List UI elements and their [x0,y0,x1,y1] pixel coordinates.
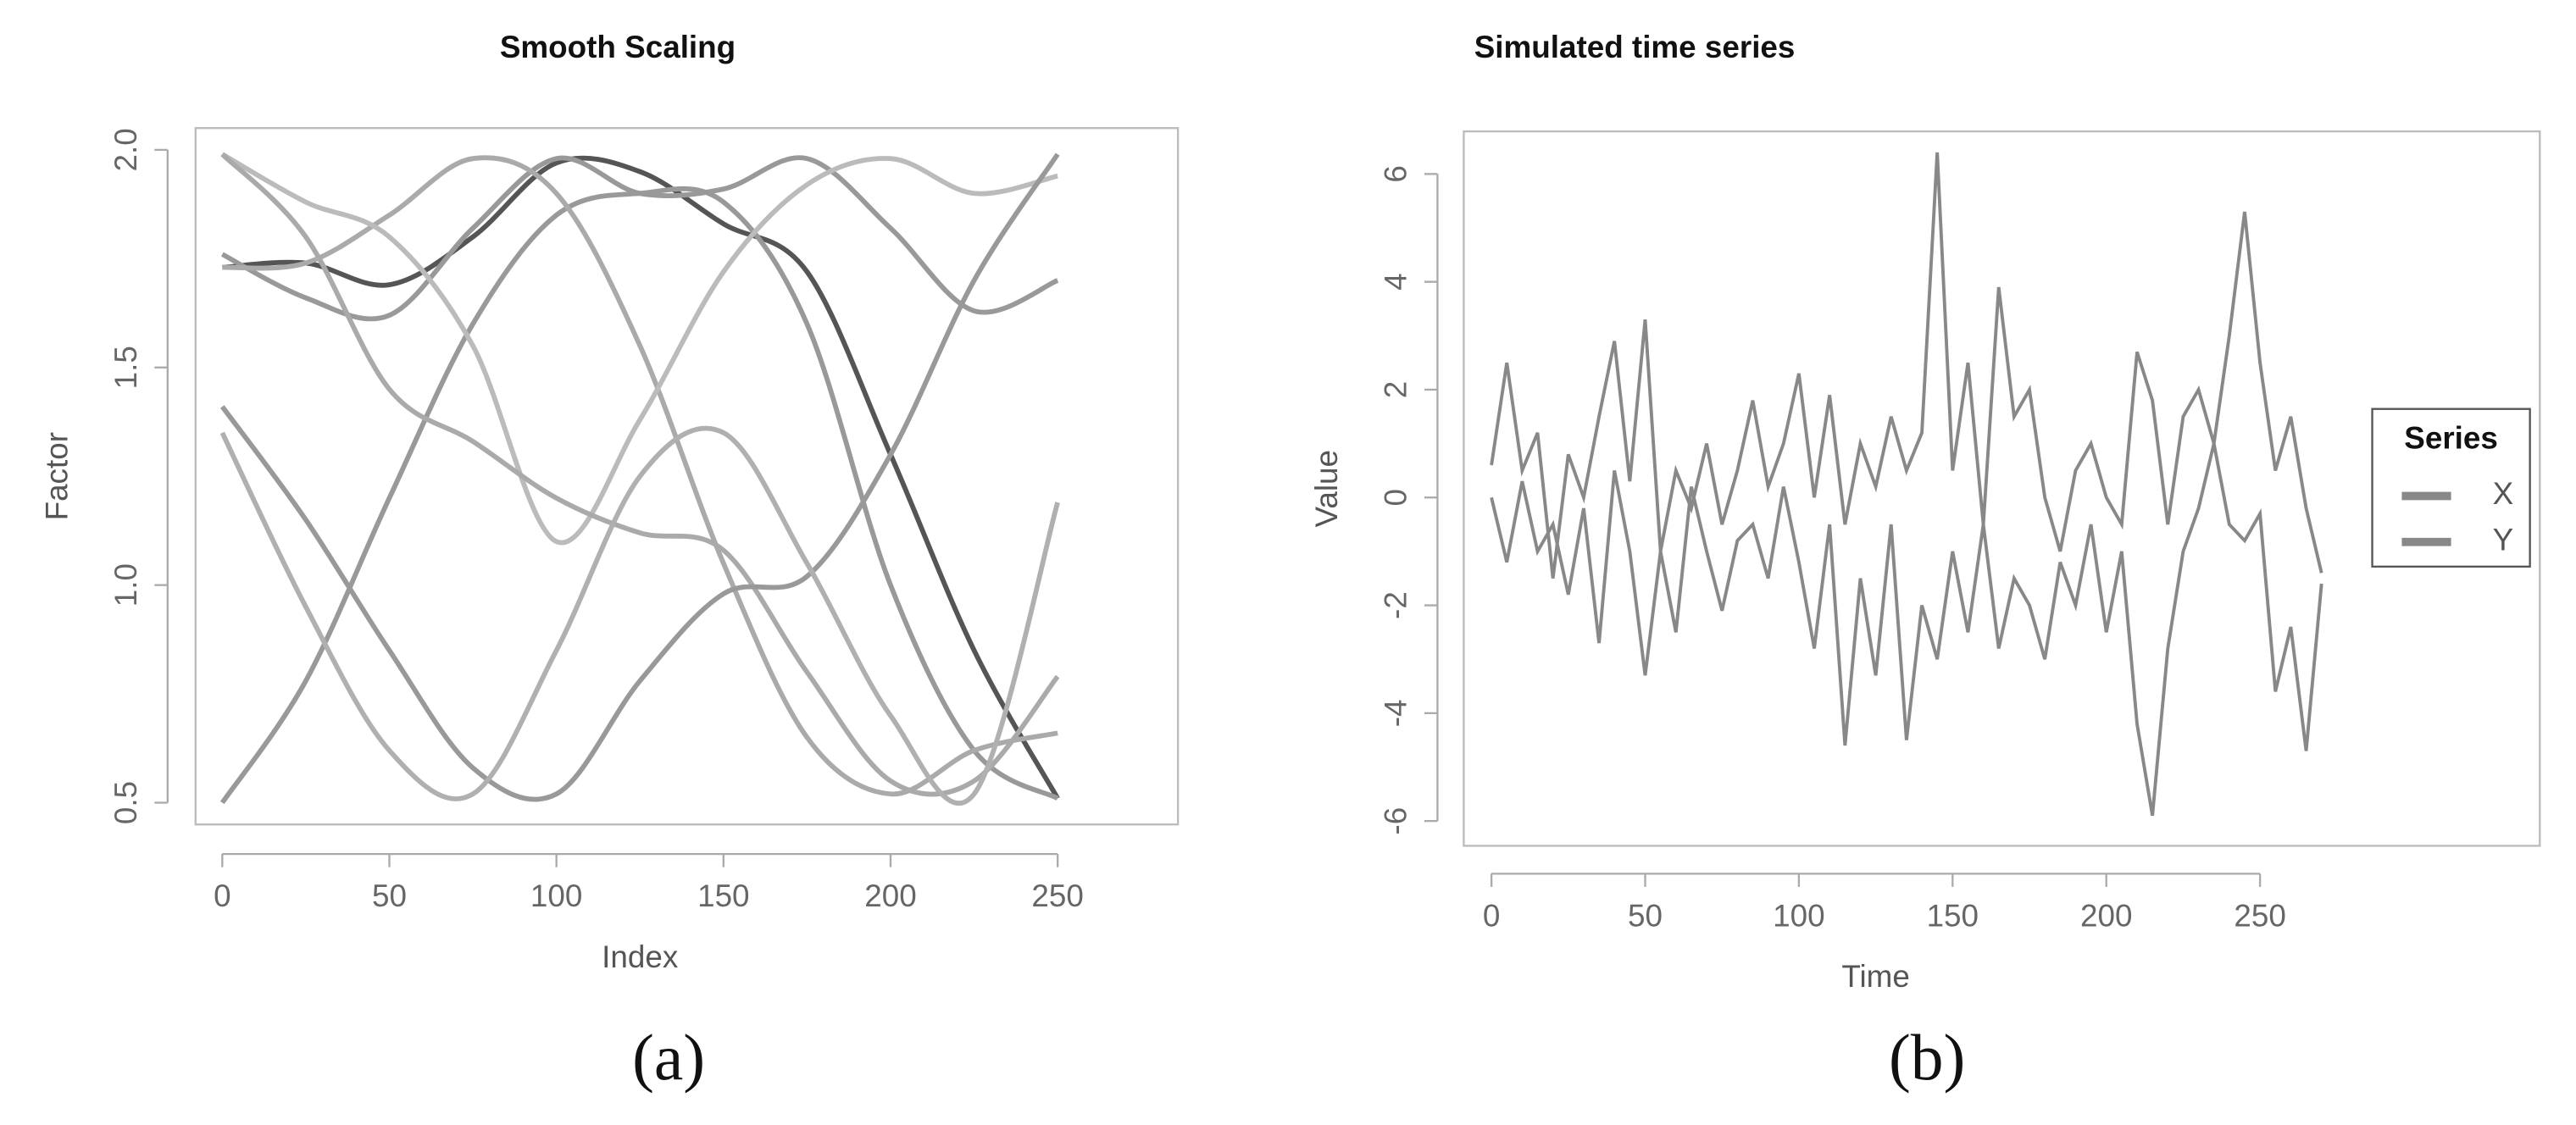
x-tick-label: 100 [530,878,582,913]
y-tick-label: 4 [1379,273,1413,290]
x-axis-label: Index [602,939,679,974]
x-axis-label: Time [1841,959,1909,994]
y-tick-label: 0.5 [108,781,143,824]
series-line [219,425,1060,806]
series-line [222,155,1060,800]
y-tick-label: -4 [1379,699,1413,727]
x-tick-label: 150 [697,878,749,913]
x-tick-label: 200 [864,878,916,913]
chart-title: Simulated time series [1474,30,1796,64]
legend-label: X [2493,476,2514,511]
x-tick-label: 0 [1483,898,1500,933]
caption: (b) [1889,1021,1965,1094]
x-tick-label: 50 [1628,898,1663,933]
x-tick-label: 50 [372,878,407,913]
x-tick-label: 0 [214,878,230,913]
x-tick-label: 150 [1927,898,1979,933]
y-axis-label: Value [1309,450,1344,527]
y-tick-label: -2 [1379,591,1413,619]
chart-title: Smooth Scaling [500,30,736,64]
series-line [1490,443,2323,817]
series-line [1490,152,2323,579]
series-line [220,155,1059,322]
y-tick-label: 2 [1379,381,1413,398]
caption: (a) [632,1021,705,1094]
series-line [219,152,1060,802]
series-line [220,152,1060,797]
y-tick-label: 1.5 [108,346,143,389]
legend-label: Y [2493,523,2514,557]
x-tick-label: 250 [1031,878,1083,913]
plot-frame [1463,130,2541,847]
x-tick-label: 100 [1773,898,1824,933]
x-tick-label: 200 [2080,898,2132,933]
y-tick-label: 1.0 [108,563,143,607]
y-axis-label: Factor [40,432,75,520]
legend-title: Series [2404,420,2498,455]
plot-frame [194,127,1180,826]
y-tick-label: -6 [1379,807,1413,835]
y-tick-label: 2.0 [108,128,143,171]
x-tick-label: 250 [2234,898,2285,933]
series-line [219,186,1059,805]
series-line [220,152,1058,546]
y-tick-label: 0 [1379,489,1413,506]
y-tick-label: 6 [1379,165,1413,182]
series-line [222,155,1058,797]
